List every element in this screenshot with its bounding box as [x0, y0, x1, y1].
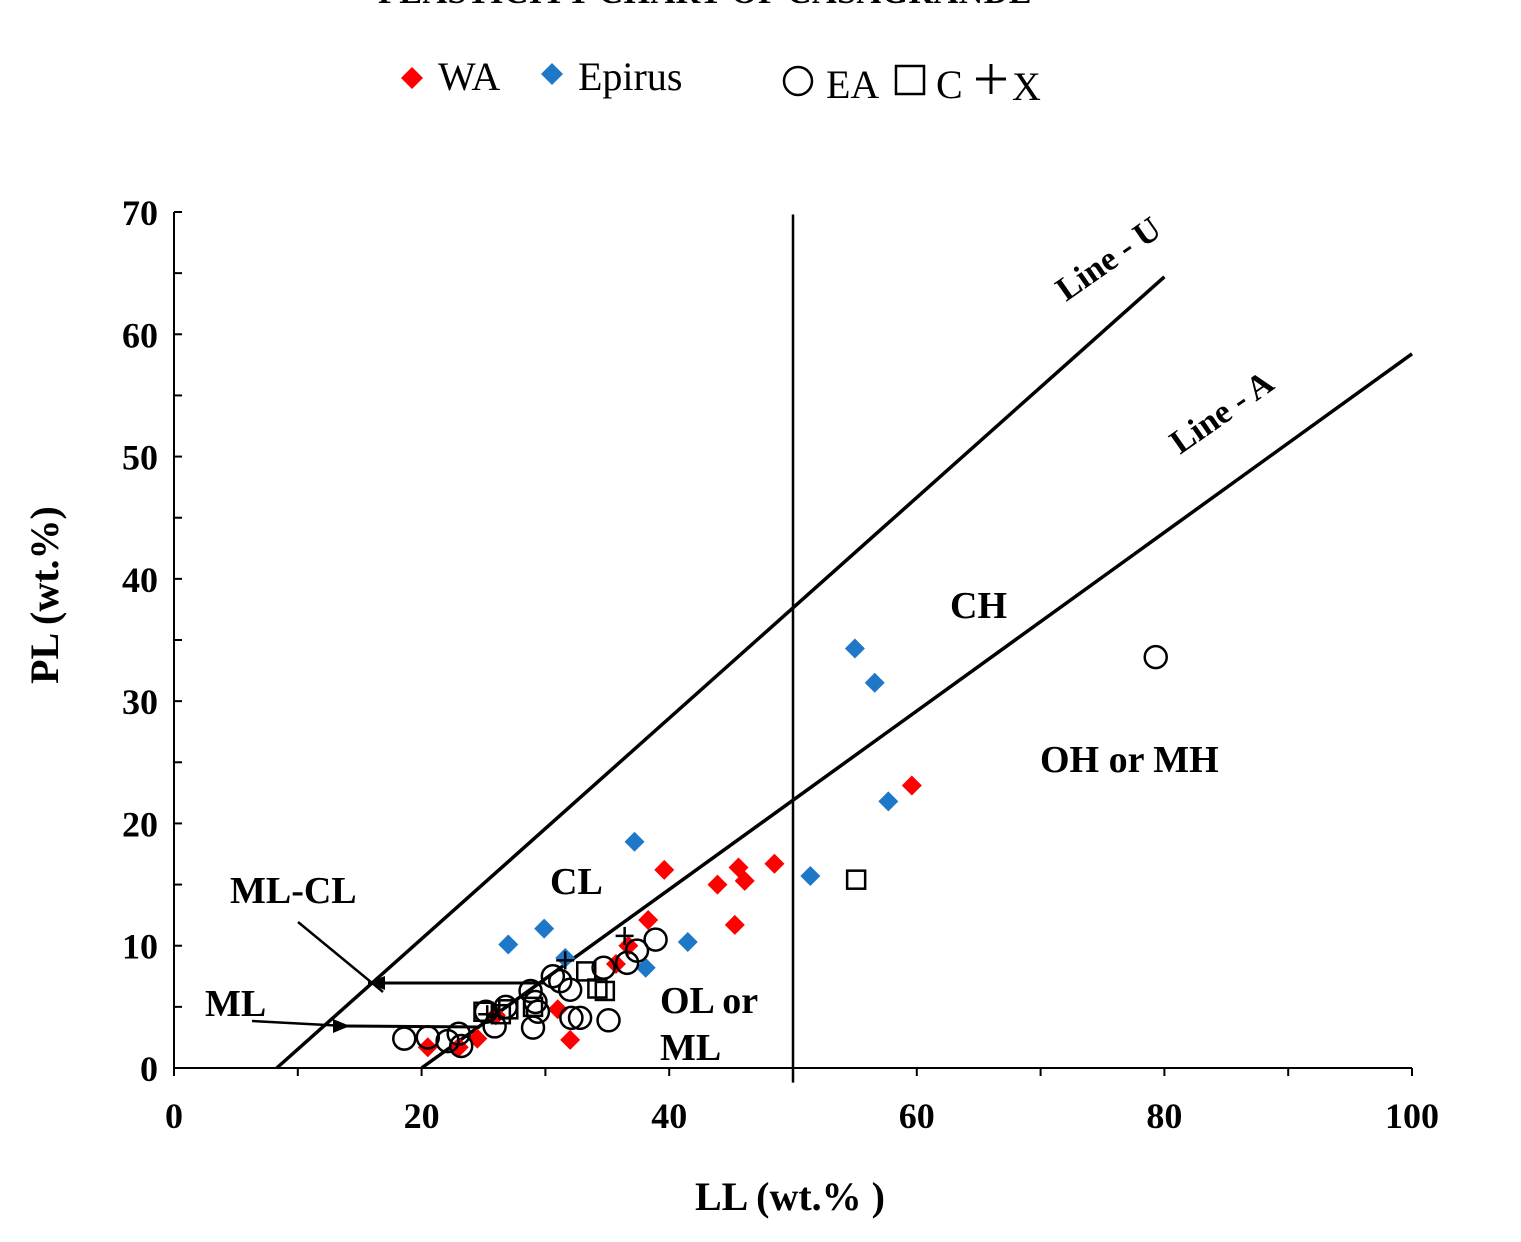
legend-wa-marker — [401, 67, 423, 89]
u-line-label: Line - U — [1049, 210, 1168, 309]
point-ea — [1143, 644, 1168, 670]
point-ea — [624, 938, 650, 963]
point-ea — [525, 999, 551, 1024]
point-epirus — [624, 831, 645, 852]
point-c — [576, 961, 597, 982]
point-epirus — [864, 672, 885, 693]
zone-label-ml-cl: ML-CL — [230, 870, 357, 912]
point-ea — [392, 1026, 417, 1051]
x-axis-label: LL (wt.% ) — [695, 1174, 885, 1219]
point-x — [615, 926, 634, 945]
y-tick-label: 10 — [122, 927, 158, 967]
point-epirus — [878, 791, 899, 812]
y-tick-label: 40 — [122, 560, 158, 600]
x-tick-label: 0 — [165, 1096, 183, 1136]
point-wa — [547, 999, 568, 1020]
a-line-label: Line - A — [1163, 364, 1281, 462]
legend-epirus-marker — [541, 63, 563, 85]
point-ea — [596, 1008, 621, 1033]
legend-epirus-label: Epirus — [578, 54, 682, 99]
y-tick-label: 50 — [122, 438, 158, 478]
point-wa — [560, 1029, 581, 1050]
point-ea — [643, 927, 668, 952]
ml-cl-pointer — [297, 921, 384, 993]
point-wa — [764, 853, 785, 874]
point-x — [556, 951, 575, 970]
legend-ea-label: EA — [826, 62, 879, 107]
point-wa — [638, 910, 659, 931]
zone-label-ol: OL or — [660, 980, 758, 1022]
point-wa — [724, 914, 745, 935]
point-epirus — [677, 932, 698, 953]
point-epirus — [498, 934, 519, 955]
legend-c-label: C — [936, 62, 963, 107]
zone-label-cl: CL — [550, 861, 603, 903]
x-tick-label: 40 — [651, 1096, 687, 1136]
point-wa — [707, 874, 728, 895]
y-tick-label: 30 — [122, 682, 158, 722]
point-epirus — [534, 918, 555, 939]
point-ea — [448, 1033, 474, 1059]
ml-cl-arrowhead — [368, 976, 385, 990]
x-tick-label: 100 — [1385, 1096, 1439, 1136]
point-c — [845, 869, 867, 890]
point-c — [587, 978, 608, 999]
point-ea — [567, 1005, 593, 1031]
point-ea — [520, 1015, 546, 1040]
u-line — [275, 275, 1166, 1070]
point-c — [522, 996, 544, 1018]
point-wa — [734, 870, 755, 891]
point-ea — [540, 964, 566, 989]
point-ea — [518, 978, 543, 1004]
legend-c-marker — [894, 64, 926, 96]
point-epirus — [635, 957, 656, 978]
ml-pointer — [251, 1019, 346, 1028]
legend-x-label: X — [1012, 64, 1041, 109]
ml-band-line — [344, 1024, 481, 1029]
point-epirus — [800, 866, 821, 887]
point-wa — [901, 775, 922, 796]
zone-label-ch: CH — [950, 585, 1007, 627]
ml-arrowhead — [333, 1019, 350, 1033]
reference-lines — [275, 214, 1414, 1083]
point-ea — [446, 1021, 471, 1047]
a-line — [420, 352, 1414, 1070]
y-tick-label: 70 — [122, 193, 158, 233]
axes — [173, 211, 1413, 1076]
point-c — [498, 999, 519, 1020]
data-points — [392, 638, 1168, 1059]
y-tick-label: 0 — [140, 1049, 158, 1089]
y-axis-label: PL (wt.%) — [22, 506, 67, 684]
legend-wa-label: WA — [438, 54, 500, 99]
legend-ea-marker — [782, 65, 814, 97]
zone-label-ml-2: ML — [660, 1027, 721, 1069]
zone-label-ml: ML — [205, 983, 266, 1025]
x-tick-label: 20 — [404, 1096, 440, 1136]
point-ea — [557, 977, 583, 1002]
y-tick-label: 60 — [122, 315, 158, 355]
zone-label-oh-mh: OH or MH — [1040, 739, 1219, 781]
y-tick-label: 20 — [122, 804, 158, 844]
point-ea — [559, 1005, 584, 1031]
tick-labels: 0 10 20 30 40 50 60 70 0 20 40 60 80 100 — [122, 193, 1439, 1136]
point-c — [594, 980, 616, 1002]
chart-title: PLASTICITY CHART OF CASAGRANDE — [0, 0, 1410, 12]
point-wa — [654, 859, 675, 880]
legend: WA Epirus EA C X — [401, 54, 1041, 109]
point-epirus — [844, 638, 865, 659]
point-x — [478, 1005, 497, 1024]
x-tick-label: 80 — [1146, 1096, 1182, 1136]
x-tick-label: 60 — [899, 1096, 935, 1136]
